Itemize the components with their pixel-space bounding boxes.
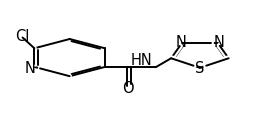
Text: N: N	[175, 35, 186, 50]
Text: Cl: Cl	[15, 29, 30, 44]
Text: HN: HN	[131, 53, 153, 68]
Text: O: O	[122, 81, 134, 96]
Text: N: N	[214, 35, 224, 50]
Text: S: S	[195, 61, 205, 76]
Text: N: N	[25, 61, 36, 76]
